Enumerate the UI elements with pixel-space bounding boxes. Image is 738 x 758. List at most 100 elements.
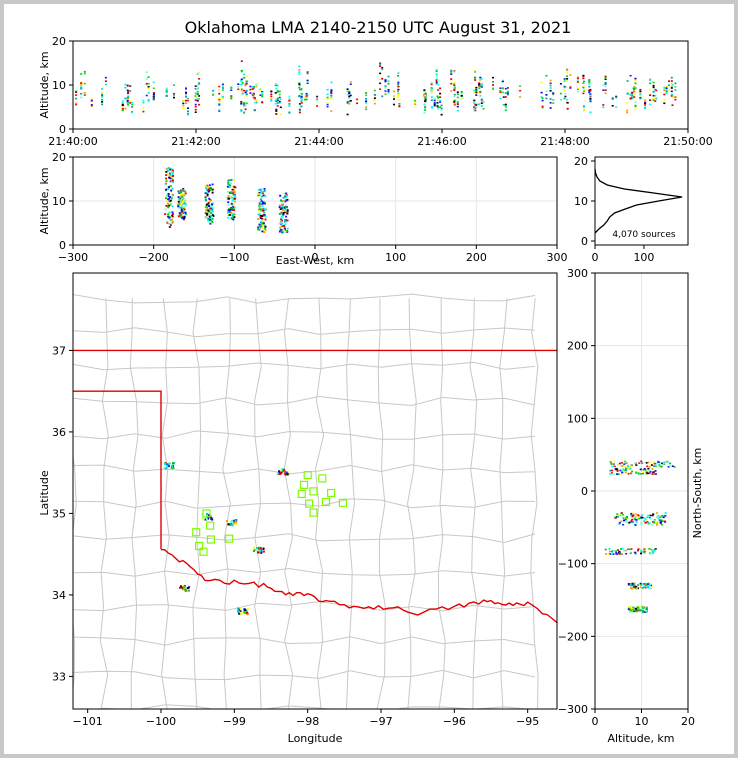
- lightning-source-mark: [284, 209, 287, 212]
- lightning-source-mark: [397, 94, 399, 97]
- lightning-source-mark: [207, 514, 210, 517]
- lightning-source-mark: [398, 103, 401, 105]
- lightning-source-mark: [588, 91, 591, 93]
- lightning-source-mark: [180, 208, 183, 211]
- lma-station-marker: [192, 528, 201, 537]
- lightning-source-mark: [262, 550, 265, 553]
- lightning-source-mark: [231, 196, 233, 199]
- lightning-source-mark: [657, 461, 660, 463]
- lightning-source-mark: [430, 106, 433, 108]
- lightning-source-mark: [583, 80, 585, 83]
- lightning-source-mark: [166, 170, 169, 172]
- lightning-source-mark: [365, 91, 368, 94]
- y-tick-label: 0: [581, 485, 588, 498]
- lightning-source-mark: [652, 471, 655, 474]
- lightning-source-mark: [649, 553, 652, 555]
- lightning-source-mark: [221, 86, 224, 88]
- lightning-source-mark: [506, 91, 509, 93]
- lightning-source-mark: [626, 109, 629, 112]
- time-altitude-panel: 21:40:00 21:42:00 21:44:00 21:46:00 21:48:00…: [38, 35, 713, 148]
- lightning-source-mark: [563, 97, 566, 100]
- lightning-source-mark: [263, 189, 266, 192]
- figure-canvas: Oklahoma LMA 2140-2150 UTC August 31, 20…: [4, 4, 734, 754]
- lightning-source-mark: [365, 100, 368, 102]
- lightning-source-mark: [633, 90, 636, 92]
- lightning-source-mark: [631, 94, 634, 96]
- lightning-source-mark: [450, 90, 453, 92]
- lightning-source-mark: [615, 106, 618, 108]
- lightning-source-mark: [589, 98, 592, 100]
- lightning-source-mark: [480, 105, 483, 107]
- lightning-source-mark: [624, 460, 627, 463]
- lightning-source-mark: [221, 97, 224, 99]
- lightning-source-mark: [365, 94, 368, 97]
- lightning-source-mark: [232, 179, 235, 181]
- lightning-source-mark: [237, 88, 240, 91]
- lightning-source-mark: [231, 197, 234, 200]
- lightning-source-mark: [647, 583, 649, 585]
- lightning-source-mark: [210, 209, 213, 212]
- lightning-source-mark: [177, 215, 180, 218]
- lightning-source-mark: [625, 521, 628, 523]
- lightning-source-mark: [674, 98, 677, 101]
- lightning-source-mark: [283, 208, 286, 211]
- lightning-source-mark: [152, 96, 155, 98]
- lightning-source-mark: [285, 199, 288, 202]
- lightning-source-mark: [615, 468, 618, 470]
- lightning-source-mark: [229, 209, 232, 211]
- lightning-source-mark: [305, 98, 308, 101]
- lightning-source-mark: [185, 91, 187, 94]
- lightning-source-mark: [639, 548, 642, 551]
- lightning-source-mark: [609, 473, 612, 475]
- lightning-source-mark: [240, 78, 243, 81]
- x-tick-label: −200: [139, 251, 169, 264]
- lightning-source-mark: [218, 110, 221, 112]
- lightning-source-mark: [440, 113, 443, 116]
- lightning-source-mark: [196, 84, 199, 87]
- lightning-source-mark: [346, 88, 349, 90]
- lightning-source-mark: [235, 521, 237, 524]
- lightning-source-mark: [439, 99, 442, 102]
- lightning-source-mark: [424, 107, 427, 109]
- lightning-source-mark: [179, 586, 181, 589]
- lightning-source-mark: [629, 552, 632, 554]
- lightning-source-mark: [379, 88, 382, 90]
- lightning-source-mark: [207, 190, 210, 193]
- lightning-source-mark: [142, 107, 145, 109]
- lightning-source-mark: [492, 81, 494, 83]
- lightning-source-mark: [298, 84, 301, 86]
- lightning-source-mark: [430, 88, 433, 90]
- lightning-source-mark: [642, 472, 645, 475]
- y-tick-label: −200: [558, 630, 588, 643]
- lightning-source-mark: [83, 92, 86, 95]
- lightning-source-mark: [634, 524, 637, 526]
- lightning-source-mark: [177, 200, 180, 203]
- lightning-source-mark: [261, 92, 264, 95]
- lightning-source-mark: [650, 548, 653, 551]
- lightning-source-mark: [278, 204, 281, 207]
- lightning-source-mark: [620, 462, 623, 464]
- lightning-source-mark: [280, 220, 282, 223]
- lightning-source-mark: [80, 93, 83, 95]
- lightning-source-mark: [232, 185, 235, 188]
- lightning-source-mark: [646, 607, 648, 609]
- lightning-source-mark: [614, 553, 617, 555]
- y-tick-label: 35: [52, 507, 66, 520]
- lightning-source-mark: [152, 92, 155, 94]
- lightning-source-mark: [387, 92, 390, 95]
- lightning-source-mark: [226, 197, 229, 199]
- lightning-source-mark: [260, 549, 263, 552]
- lightning-source-mark: [75, 103, 78, 106]
- lightning-source-mark: [286, 473, 289, 476]
- lightning-source-mark: [126, 101, 129, 104]
- lightning-source-mark: [660, 519, 663, 521]
- x-tick-label: 21:48:00: [540, 135, 589, 148]
- lightning-source-mark: [207, 517, 209, 520]
- lightning-source-mark: [630, 464, 633, 467]
- lightning-source-mark: [207, 219, 210, 222]
- lightning-source-mark: [187, 112, 189, 115]
- lightning-source-mark: [185, 92, 187, 95]
- lightning-source-mark: [241, 93, 244, 95]
- lightning-source-mark: [453, 95, 456, 98]
- lightning-source-mark: [263, 188, 266, 190]
